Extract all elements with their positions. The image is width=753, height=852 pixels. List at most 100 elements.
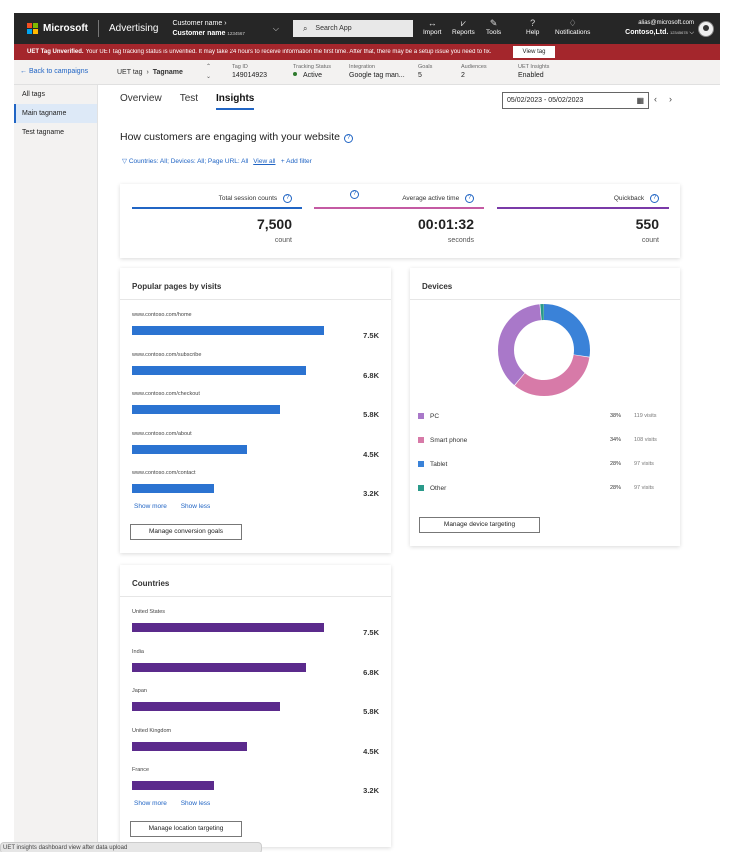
meta-tracking-status: Tracking Status Active bbox=[293, 63, 331, 80]
legend-visits: 97 visits bbox=[634, 485, 654, 491]
back-label: Back to campaigns bbox=[28, 68, 89, 75]
bar-label: www.contoso.com/checkout bbox=[132, 391, 200, 397]
legend-percent: 34% bbox=[610, 437, 622, 443]
sidebar-item-main-tagname[interactable]: Main tagname bbox=[14, 104, 97, 123]
countries-card: Countries United States 7.5K India 6.8K Japa… bbox=[120, 565, 391, 847]
kpi-unit: seconds bbox=[447, 237, 474, 244]
devices-card: Devices PC 38% 119 visits Smart phone 34% 108… bbox=[410, 268, 680, 546]
avatar[interactable] bbox=[698, 21, 714, 37]
kpi-label: Average active time bbox=[402, 195, 460, 202]
bar bbox=[132, 741, 248, 751]
tab-insights[interactable]: Insights bbox=[216, 93, 255, 110]
account-name: Contoso,Ltd. bbox=[625, 29, 669, 36]
bar-label: France bbox=[132, 767, 150, 773]
nav-notifications[interactable]: ♢ Notifications bbox=[555, 17, 590, 36]
legend-row: Other 28% 97 visits bbox=[418, 485, 668, 492]
filter-summary: Countries: All; Devices: All; Page URL: … bbox=[128, 158, 249, 165]
meta-value: Enabled bbox=[518, 72, 544, 79]
popular-pages-card: Popular pages by visits www.contoso.com/… bbox=[120, 268, 391, 553]
kpi-unit: count bbox=[274, 237, 292, 244]
show-more-link[interactable]: Show more bbox=[134, 800, 167, 807]
legend-swatch bbox=[418, 437, 424, 443]
meta-value: Active bbox=[303, 72, 323, 79]
breadcrumb-root[interactable]: UET tag bbox=[117, 69, 143, 76]
account-menu[interactable]: alias@microsoft.com Contoso,Ltd. 1234567… bbox=[625, 19, 694, 38]
top-bar: Microsoft Advertising Customer name › Cu… bbox=[14, 13, 720, 44]
add-filter-button[interactable]: + Add filter bbox=[281, 158, 312, 165]
nav-help[interactable]: ? Help bbox=[526, 17, 539, 36]
show-more-link[interactable]: Show more bbox=[134, 503, 167, 510]
donut-slice bbox=[498, 304, 590, 396]
back-to-campaigns-link[interactable]: ← Back to campaigns bbox=[20, 68, 88, 75]
view-all-link[interactable]: View all bbox=[253, 158, 276, 165]
meta-goals: Goals 5 bbox=[418, 63, 432, 80]
bar bbox=[132, 662, 307, 672]
nav-import[interactable]: ↔ Import bbox=[423, 17, 441, 36]
calendar-icon: ▦ bbox=[636, 96, 644, 105]
status-toast: UET insights dashboard view after data u… bbox=[0, 842, 262, 852]
show-links: Show more Show less bbox=[134, 800, 222, 807]
info-icon[interactable]: ? bbox=[350, 190, 359, 199]
tag-subheader: ← Back to campaigns UET tag › Tagname ⌃ … bbox=[14, 60, 720, 85]
chevron-left-icon[interactable]: ‹ bbox=[654, 94, 657, 104]
kpi-card: Total session counts ? 7,500 count ? Ave… bbox=[120, 184, 680, 258]
info-icon[interactable]: ? bbox=[650, 194, 659, 203]
show-less-link[interactable]: Show less bbox=[180, 800, 211, 807]
show-links: Show more Show less bbox=[134, 503, 222, 510]
tab-test[interactable]: Test bbox=[179, 93, 199, 104]
filter-icon: ▽ bbox=[122, 158, 127, 165]
meta-value: Google tag man... bbox=[349, 72, 405, 79]
legend-percent: 38% bbox=[610, 413, 622, 419]
nav-reports[interactable]: ⩗ Reports bbox=[452, 17, 475, 36]
tab-overview[interactable]: Overview bbox=[120, 93, 162, 104]
info-icon[interactable]: ? bbox=[344, 134, 354, 143]
microsoft-logo[interactable]: Microsoft bbox=[27, 13, 88, 44]
legend-visits: 97 visits bbox=[634, 461, 654, 467]
meta-value: 2 bbox=[461, 72, 465, 79]
info-icon[interactable]: ? bbox=[283, 194, 292, 203]
header-divider bbox=[98, 20, 99, 37]
chevron-down-icon[interactable]: ⌵ bbox=[272, 23, 279, 33]
meta-label: Tag ID bbox=[232, 64, 248, 70]
bar-value: 7.5K bbox=[363, 628, 379, 637]
bar-label: Japan bbox=[132, 688, 147, 694]
show-less-link[interactable]: Show less bbox=[180, 503, 211, 510]
info-icon[interactable]: ? bbox=[465, 194, 474, 203]
manage-conversion-goals-button[interactable]: Manage conversion goals bbox=[130, 524, 242, 540]
date-range-picker[interactable]: 05/02/2023 - 05/02/2023 ▦ bbox=[502, 92, 649, 109]
kpi-value: 550 bbox=[635, 216, 659, 232]
card-divider bbox=[120, 299, 391, 300]
breadcrumb: UET tag › Tagname bbox=[117, 69, 183, 76]
manage-location-targeting-button[interactable]: Manage location targeting bbox=[130, 821, 242, 837]
chevron-right-icon[interactable]: › bbox=[669, 94, 672, 104]
legend-label: Tablet bbox=[430, 461, 448, 468]
date-range-value: 05/02/2023 - 05/02/2023 bbox=[507, 97, 584, 104]
view-tag-button[interactable]: View tag bbox=[513, 46, 555, 58]
kpi-label: Quickback bbox=[613, 195, 645, 202]
tag-sidebar: All tags Main tagname Test tagname bbox=[14, 85, 98, 852]
legend-visits: 108 visits bbox=[634, 437, 657, 443]
kpi-total-session-counts: Total session counts ? 7,500 count bbox=[132, 184, 302, 256]
legend-swatch bbox=[418, 413, 424, 419]
meta-label: Tracking Status bbox=[293, 64, 332, 70]
search-input[interactable]: ⌕ Search App bbox=[292, 20, 413, 37]
bar-value: 4.5K bbox=[363, 449, 379, 459]
manage-device-targeting-button[interactable]: Manage device targeting bbox=[419, 517, 540, 533]
tools-icon: ✎ bbox=[489, 18, 498, 28]
card-divider bbox=[120, 596, 391, 597]
sidebar-item-test-tagname[interactable]: Test tagname bbox=[22, 129, 65, 136]
customer-name-value: Customer name bbox=[172, 29, 226, 37]
bar-label: www.contoso.com/subscribe bbox=[132, 351, 202, 358]
kpi-accent-bar bbox=[132, 207, 302, 209]
bar-value: 7.5K bbox=[363, 331, 379, 340]
customer-selector[interactable]: Customer name › Customer name 1234567 bbox=[172, 19, 244, 39]
brand-name: Microsoft bbox=[43, 23, 88, 34]
nav-tools[interactable]: ✎ Tools bbox=[486, 17, 501, 36]
legend-visits: 119 visits bbox=[634, 413, 657, 419]
account-id: 12345678 bbox=[669, 30, 688, 35]
plus-icon: + bbox=[280, 158, 285, 165]
tag-switcher[interactable]: ⌃ ⌄ bbox=[206, 62, 211, 82]
bar-value: 3.2K bbox=[363, 786, 379, 795]
meta-label: Audiences bbox=[461, 64, 487, 70]
sidebar-item-all-tags[interactable]: All tags bbox=[22, 91, 45, 98]
